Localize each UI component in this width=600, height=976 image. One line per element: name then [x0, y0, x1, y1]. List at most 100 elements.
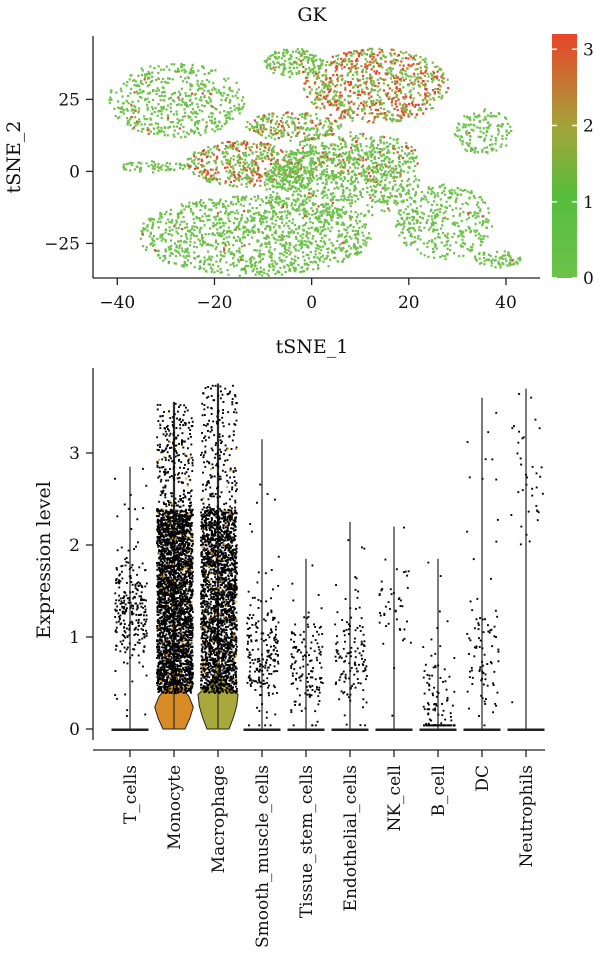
tsne-point	[284, 67, 287, 70]
tsne-point	[400, 116, 403, 120]
tsne-point	[196, 226, 199, 229]
tsne-point	[215, 178, 218, 181]
tsne-point	[462, 254, 465, 257]
tsne-point	[180, 69, 183, 72]
tsne-point	[158, 217, 161, 220]
tsne-point	[309, 260, 312, 263]
tsne-point	[321, 160, 324, 164]
tsne-point	[227, 204, 230, 207]
tsne-point	[315, 131, 318, 134]
tsne-point	[269, 120, 272, 123]
tsne-point	[349, 253, 352, 256]
tsne-point	[300, 195, 303, 198]
tsne-point	[283, 266, 286, 269]
tsne-point	[446, 236, 449, 239]
tsne-point	[218, 148, 221, 151]
tsne-point	[264, 211, 267, 214]
tsne-point	[411, 57, 414, 60]
tsne-point	[271, 147, 274, 150]
tsne-point	[370, 142, 373, 146]
tsne-point	[215, 246, 218, 249]
tsne-point	[263, 173, 266, 176]
tsne-point	[207, 263, 210, 266]
tsne-point	[296, 199, 299, 202]
tsne-point	[277, 137, 280, 140]
tsne-point	[365, 137, 368, 140]
tsne-point	[185, 94, 188, 97]
tsne-point	[239, 219, 242, 222]
tsne-point	[483, 110, 486, 113]
tsne-point	[238, 228, 241, 231]
tsne-point	[257, 128, 260, 131]
tsne-point	[348, 51, 351, 54]
tsne-point	[325, 69, 328, 72]
tsne-point	[437, 83, 440, 86]
tsne-point	[299, 125, 302, 129]
tsne-point	[302, 216, 305, 219]
tsne-point	[482, 220, 485, 223]
tsne-point	[374, 185, 377, 189]
tsne-point	[422, 58, 425, 61]
tsne-point	[193, 151, 196, 154]
tsne-point	[405, 193, 408, 196]
tsne-point	[398, 234, 401, 237]
tsne-point	[429, 98, 432, 101]
tsne-point	[357, 198, 360, 201]
tsne-point	[281, 230, 284, 233]
tsne-point	[286, 203, 289, 207]
tsne-point	[317, 123, 320, 126]
tsne-point	[479, 196, 482, 199]
tsne-point	[119, 87, 122, 90]
tsne-point	[508, 262, 511, 265]
tsne-point	[490, 135, 493, 138]
tsne-point	[272, 178, 276, 181]
tsne-point	[248, 258, 251, 261]
tsne-point	[193, 155, 196, 158]
tsne-point	[404, 111, 408, 114]
tsne-point	[446, 217, 449, 221]
tsne-point	[393, 76, 396, 79]
tsne-point	[251, 164, 254, 167]
tsne-point	[406, 171, 409, 174]
tsne-point	[220, 217, 223, 220]
tsne-point	[341, 192, 344, 195]
tsne-point	[108, 98, 111, 101]
tsne-point	[229, 99, 232, 102]
tsne-point	[288, 213, 291, 216]
tsne-point	[387, 207, 390, 210]
tsne-point	[469, 191, 472, 194]
tsne-point	[322, 254, 325, 257]
tsne-point	[399, 83, 402, 86]
tsne-point	[365, 175, 369, 178]
tsne-point	[476, 215, 479, 218]
tsne-point	[425, 66, 428, 69]
tsne-point	[229, 89, 232, 92]
tsne-point	[361, 231, 364, 234]
tsne-point	[263, 142, 266, 146]
tsne-point	[238, 239, 242, 242]
tsne-point	[371, 61, 374, 64]
tsne-point	[483, 252, 486, 255]
tsne-point	[305, 253, 308, 256]
tsne-point	[188, 157, 191, 160]
tsne-point	[336, 186, 339, 189]
tsne-point	[411, 210, 415, 213]
tsne-point	[402, 52, 405, 55]
tsne-point	[324, 78, 327, 81]
tsne-point	[215, 91, 218, 94]
tsne-point	[160, 235, 163, 238]
tsne-point	[330, 181, 333, 184]
tsne-point	[361, 49, 364, 52]
tsne-point	[460, 220, 463, 223]
tsne-point	[285, 252, 288, 255]
tsne-point	[447, 87, 450, 90]
tsne-point	[169, 208, 172, 211]
tsne-point	[361, 68, 365, 71]
tsne-point	[395, 189, 398, 192]
tsne-point	[415, 219, 418, 222]
tsne-point	[314, 240, 317, 243]
tsne-point	[333, 143, 336, 146]
tsne-point	[251, 206, 254, 210]
tsne-point	[427, 91, 430, 95]
tsne-point	[193, 245, 196, 248]
